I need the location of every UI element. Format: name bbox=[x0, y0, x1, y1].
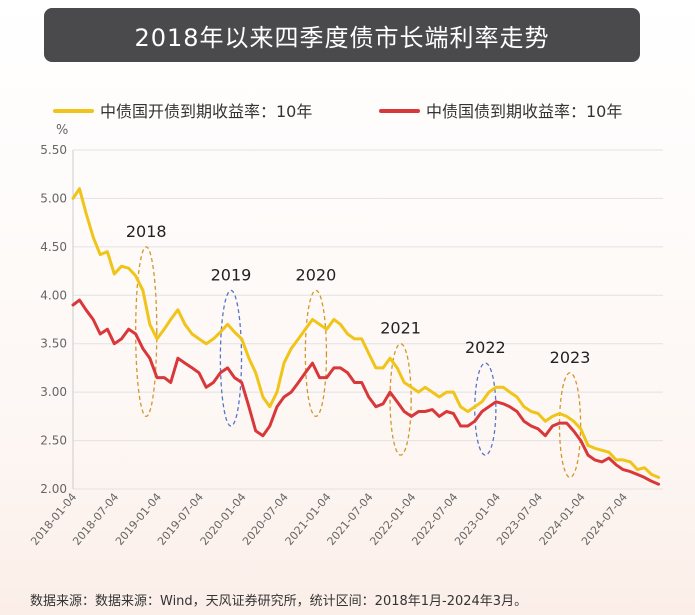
series-lines bbox=[71, 187, 661, 486]
series-line-cdb bbox=[71, 187, 661, 479]
annotation-label: 2023 bbox=[550, 348, 591, 367]
annotation-ellipse bbox=[474, 362, 497, 456]
legend: 中债国开债到期收益率：10年 中债国债到期收益率：10年 bbox=[53, 102, 622, 121]
y-tick-label: 3.50 bbox=[40, 337, 67, 351]
line-chart: 中债国开债到期收益率：10年 中债国债到期收益率：10年 % 2.00 2.50 3… bbox=[28, 102, 663, 548]
source-footnote: 数据来源：数据来源：Wind，天风证券研究所，统计区间：2018年1月-2024… bbox=[30, 594, 528, 609]
y-tick-label: 5.50 bbox=[40, 143, 67, 157]
legend-label-cdb: 中债国开债到期收益率：10年 bbox=[100, 102, 312, 121]
chart-title: 2018年以来四季度债市长端利率走势 bbox=[44, 8, 640, 62]
annotation-ellipse bbox=[558, 372, 582, 479]
y-axis-unit: % bbox=[56, 123, 68, 138]
y-tick-label: 2.50 bbox=[40, 434, 67, 448]
series-line-cgb bbox=[71, 298, 661, 486]
annotation-ellipse bbox=[304, 289, 328, 418]
annotation-ellipse bbox=[219, 289, 243, 427]
annotation-label: 2020 bbox=[296, 265, 337, 284]
annotation-ellipse bbox=[135, 246, 158, 418]
y-tick-label: 2.00 bbox=[40, 482, 67, 496]
annotation-ellipses bbox=[135, 246, 582, 479]
annotation-labels: 2018 2019 2020 2021 2022 2023 bbox=[126, 222, 591, 367]
x-axis: 2018-01-042018-07-042019-01-042019-07-04… bbox=[28, 491, 630, 548]
y-tick-label: 4.50 bbox=[40, 240, 67, 254]
y-axis: 2.00 2.50 3.00 3.50 4.00 4.50 5.00 5.50 bbox=[40, 143, 67, 496]
grid bbox=[72, 149, 663, 490]
annotation-label: 2022 bbox=[465, 338, 506, 357]
annotation-ellipse bbox=[389, 343, 412, 456]
annotation-label: 2018 bbox=[126, 222, 167, 241]
legend-label-cgb: 中债国债到期收益率：10年 bbox=[426, 102, 622, 121]
y-tick-label: 4.00 bbox=[40, 288, 67, 302]
annotation-label: 2019 bbox=[211, 265, 252, 284]
y-tick-label: 5.00 bbox=[40, 191, 67, 205]
annotation-label: 2021 bbox=[380, 319, 421, 338]
y-tick-label: 3.00 bbox=[40, 385, 67, 399]
